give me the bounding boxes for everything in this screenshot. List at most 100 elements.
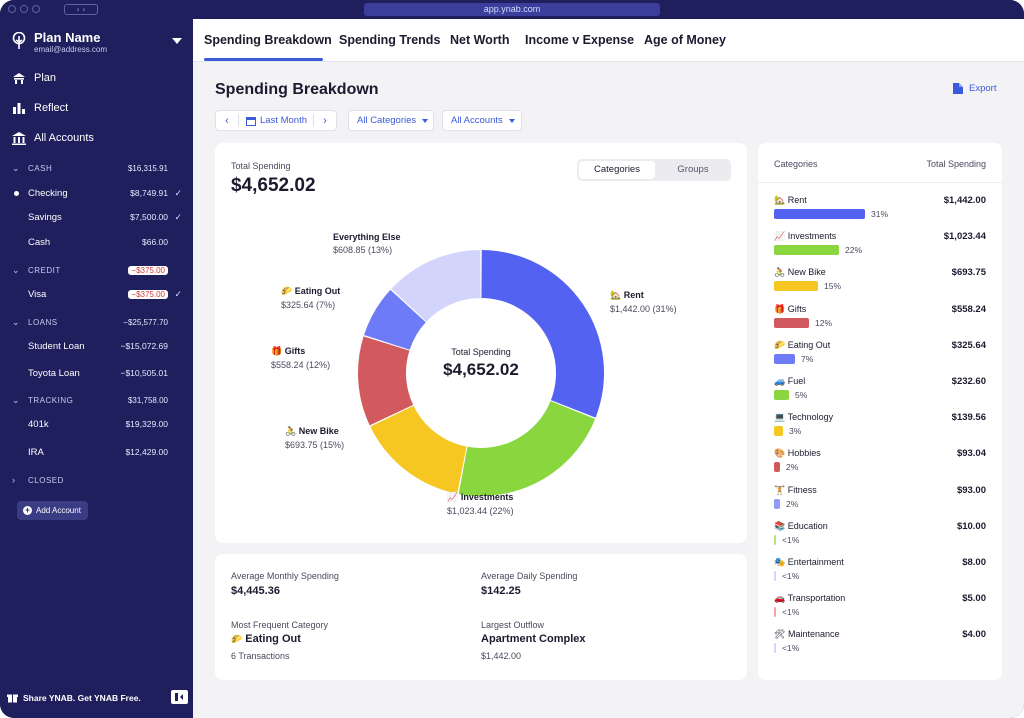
account-balance: $66.00 bbox=[142, 237, 168, 247]
category-name-text: Hobbies bbox=[787, 448, 821, 459]
nav-all-accounts[interactable]: All Accounts bbox=[12, 129, 94, 147]
group-tracking[interactable]: ⌄ TRACKING $31,758.00 bbox=[12, 393, 168, 407]
category-row[interactable]: 💻 Technology $139.56 3% bbox=[774, 412, 986, 446]
account-filter-dropdown[interactable]: All Accounts bbox=[442, 110, 522, 131]
tab-age-of-money[interactable]: Age of Money bbox=[644, 33, 726, 47]
toggle-groups[interactable]: Groups bbox=[677, 164, 709, 175]
window-minimize-dot[interactable] bbox=[20, 5, 28, 13]
header-categories: Categories bbox=[774, 159, 818, 169]
donut-center-value: $4,652.02 bbox=[443, 360, 519, 379]
account-student-loan[interactable]: Student Loan −$15,072.69 bbox=[12, 339, 182, 353]
total-spending-value: $4,652.02 bbox=[231, 175, 316, 196]
donut-slice-eating-out[interactable] bbox=[364, 289, 426, 350]
tab-income-v-expense[interactable]: Income v Expense bbox=[525, 33, 635, 47]
category-name: 🚴 New Bike bbox=[774, 267, 826, 278]
category-amount: $5.00 bbox=[962, 593, 986, 605]
category-row[interactable]: 🏋 Fitness $93.00 2% bbox=[774, 485, 986, 519]
collapse-sidebar-button[interactable] bbox=[171, 690, 188, 704]
address-bar[interactable]: app.ynab.com bbox=[364, 3, 660, 16]
donut-slice-rent[interactable] bbox=[481, 250, 604, 418]
category-amount: $693.75 bbox=[951, 267, 986, 279]
window-maximize-dot[interactable] bbox=[32, 5, 40, 13]
slice-percent: 31% bbox=[655, 304, 674, 314]
slice-emoji-icon: 🏡 bbox=[610, 291, 622, 301]
previous-month-chevron-left-icon[interactable]: ‹ bbox=[225, 114, 229, 127]
category-bar bbox=[774, 498, 780, 509]
slice-name: Investments bbox=[460, 492, 514, 502]
category-amount: $325.64 bbox=[951, 339, 986, 351]
category-row[interactable]: 🚴 New Bike $693.75 15% bbox=[774, 267, 986, 301]
donut-slice-new-bike[interactable] bbox=[370, 405, 467, 494]
category-percent: 2% bbox=[786, 498, 799, 509]
category-row[interactable]: 📚 Education $10.00 <1% bbox=[774, 521, 986, 555]
nav-reflect[interactable]: Reflect bbox=[12, 99, 68, 117]
category-amount: $139.56 bbox=[951, 412, 986, 424]
group-loans[interactable]: ⌄ LOANS −$25,577.70 bbox=[12, 315, 168, 329]
browser-nav-arrows[interactable]: ‹ › bbox=[64, 4, 98, 15]
category-row[interactable]: 🌮 Eating Out $325.64 7% bbox=[774, 340, 986, 374]
tab-spending-trends[interactable]: Spending Trends bbox=[339, 33, 441, 47]
category-name: 🚙 Fuel bbox=[774, 376, 805, 387]
avg-daily-label: Average Daily Spending bbox=[481, 571, 578, 581]
category-list-card: Categories Total Spending 🏡 Rent $1,442.0… bbox=[758, 143, 1002, 680]
account-name: IRA bbox=[28, 446, 44, 458]
category-emoji-icon: 🏋 bbox=[774, 485, 786, 496]
category-amount: $1,442.00 bbox=[943, 195, 986, 206]
frequent-category-name: Eating Out bbox=[245, 633, 301, 645]
add-account-button[interactable]: + Add Account bbox=[17, 501, 88, 520]
bank-icon bbox=[12, 132, 26, 145]
category-row[interactable]: 📈 Investments $1,023.44 22% bbox=[774, 231, 986, 265]
tab-net-worth[interactable]: Net Worth bbox=[450, 33, 510, 47]
donut-slice-gifts[interactable] bbox=[358, 336, 414, 426]
category-row[interactable]: 🎨 Hobbies $93.04 2% bbox=[774, 448, 986, 482]
category-percent: 2% bbox=[786, 462, 799, 473]
share-ynab-link[interactable]: Share YNAB. Get YNAB Free. bbox=[7, 692, 141, 703]
donut-slice-everything-else[interactable] bbox=[391, 250, 481, 322]
avg-monthly-value: $4,445.36 bbox=[231, 585, 280, 597]
window-close-dot[interactable] bbox=[8, 5, 16, 13]
account-balance: $7,500.00 bbox=[130, 212, 168, 222]
category-filter-dropdown[interactable]: All Categories bbox=[348, 110, 434, 131]
plan-menu-chevron-down-icon[interactable] bbox=[172, 38, 182, 44]
category-row[interactable]: 🚗 Transportation $5.00 <1% bbox=[774, 593, 986, 627]
category-row[interactable]: 🚙 Fuel $232.60 5% bbox=[774, 376, 986, 410]
category-percent: <1% bbox=[782, 643, 800, 654]
category-name-text: Rent bbox=[787, 195, 807, 205]
category-name-text: Fuel bbox=[787, 376, 806, 386]
export-button[interactable]: Export bbox=[953, 83, 996, 94]
slice-label-gifts: 🎁 Gifts $558.24 (12%) bbox=[271, 346, 331, 370]
plan-name[interactable]: Plan Name bbox=[34, 30, 101, 45]
slice-label-new-bike: 🚴 New Bike $693.75 (15%) bbox=[285, 426, 345, 450]
date-range-label[interactable]: Last Month bbox=[260, 115, 307, 126]
frequent-category-label: Most Frequent Category bbox=[231, 620, 329, 630]
account-checking[interactable]: Checking $8,749.91 ✓ bbox=[12, 186, 182, 200]
tab-spending-breakdown[interactable]: Spending Breakdown bbox=[204, 33, 332, 47]
category-name: 🛠 Maintenance bbox=[774, 629, 840, 640]
toggle-categories[interactable]: Categories bbox=[579, 161, 655, 179]
account-toyota-loan[interactable]: Toyota Loan −$10,505.01 bbox=[12, 366, 182, 380]
sidebar-collapse-icon bbox=[175, 693, 183, 701]
account-savings[interactable]: Savings $7,500.00 ✓ bbox=[12, 210, 182, 224]
slice-name: Rent bbox=[623, 290, 644, 300]
category-row[interactable]: 🛠 Maintenance $4.00 <1% bbox=[774, 629, 986, 663]
group-closed[interactable]: › CLOSED bbox=[12, 473, 168, 487]
category-row[interactable]: 🏡 Rent $1,442.00 31% bbox=[774, 195, 986, 229]
account-visa[interactable]: Visa −$375.00 ✓ bbox=[12, 287, 182, 301]
category-name-text: Eating Out bbox=[787, 339, 831, 350]
spending-donut-chart bbox=[358, 250, 604, 496]
nav-plan[interactable]: Plan bbox=[12, 69, 56, 87]
category-row[interactable]: 🎁 Gifts $558.24 12% bbox=[774, 304, 986, 338]
frequent-category-sub: 6 Transactions bbox=[231, 651, 290, 661]
account-401k[interactable]: 401k $19,329.00 bbox=[12, 417, 182, 431]
next-month-chevron-right-icon[interactable]: › bbox=[323, 114, 327, 127]
group-credit[interactable]: ⌄ CREDIT −$375.00 bbox=[12, 263, 168, 277]
category-row[interactable]: 🎭 Entertainment $8.00 <1% bbox=[774, 557, 986, 591]
account-cash[interactable]: Cash $66.00 bbox=[12, 235, 182, 249]
category-amount: $232.60 bbox=[951, 376, 986, 387]
total-spending-label: Total Spending bbox=[231, 161, 291, 171]
group-cash[interactable]: ⌄ CASH $16,315.91 bbox=[12, 161, 168, 175]
category-name: 🎁 Gifts bbox=[774, 304, 806, 315]
donut-slice-investments[interactable] bbox=[458, 401, 596, 496]
account-ira[interactable]: IRA $12,429.00 bbox=[12, 445, 182, 459]
frequent-category-value: 🌮 Eating Out bbox=[231, 633, 301, 645]
